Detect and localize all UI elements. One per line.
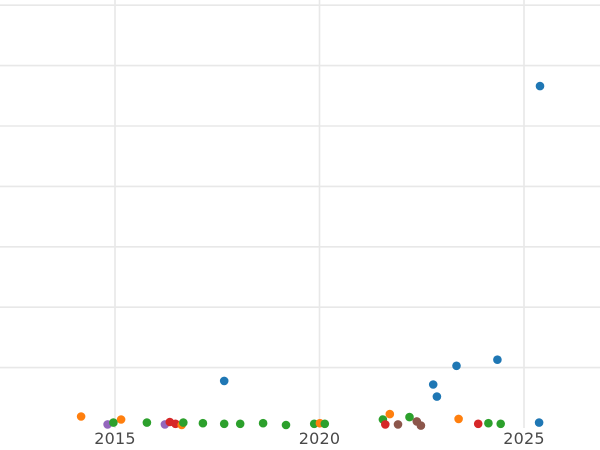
scatter-point-blue: [428, 380, 438, 389]
scatter-point-green: [198, 418, 208, 428]
scatter-point-blue: [219, 376, 229, 386]
scatter-point-green: [235, 419, 245, 429]
scatter-point-green: [484, 418, 493, 428]
scatter-point-green: [179, 418, 188, 427]
scatter-point-orange: [385, 409, 395, 419]
scatter-point-blue: [452, 361, 461, 371]
scatter-point-orange: [454, 414, 463, 424]
scatter-point-blue: [432, 392, 442, 401]
scatter-point-blue: [493, 355, 502, 365]
x-tick-label-2015: 2015: [94, 429, 136, 448]
scatter-point-green: [320, 419, 330, 429]
scatter-point-red: [473, 419, 483, 429]
scatter-point-green: [281, 420, 291, 430]
scatter-point-orange: [116, 415, 126, 424]
x-tick-label-2025: 2025: [503, 429, 545, 448]
scatter-point-green: [258, 418, 268, 428]
scatter-point-orange: [76, 412, 86, 421]
scatter-point-brown: [393, 420, 403, 429]
scatter-point-green: [142, 418, 152, 427]
scatter-point-green: [496, 419, 506, 429]
scatter-point-green: [219, 419, 229, 429]
x-tick-label-2020: 2020: [298, 429, 341, 448]
scatter-point-blue: [535, 81, 545, 91]
scatter-point-green: [109, 418, 118, 427]
scatter-point-brown: [416, 421, 426, 430]
scatter-point-blue: [534, 418, 544, 427]
scatter-point-green: [405, 412, 414, 422]
scatter-point-red: [381, 420, 390, 429]
